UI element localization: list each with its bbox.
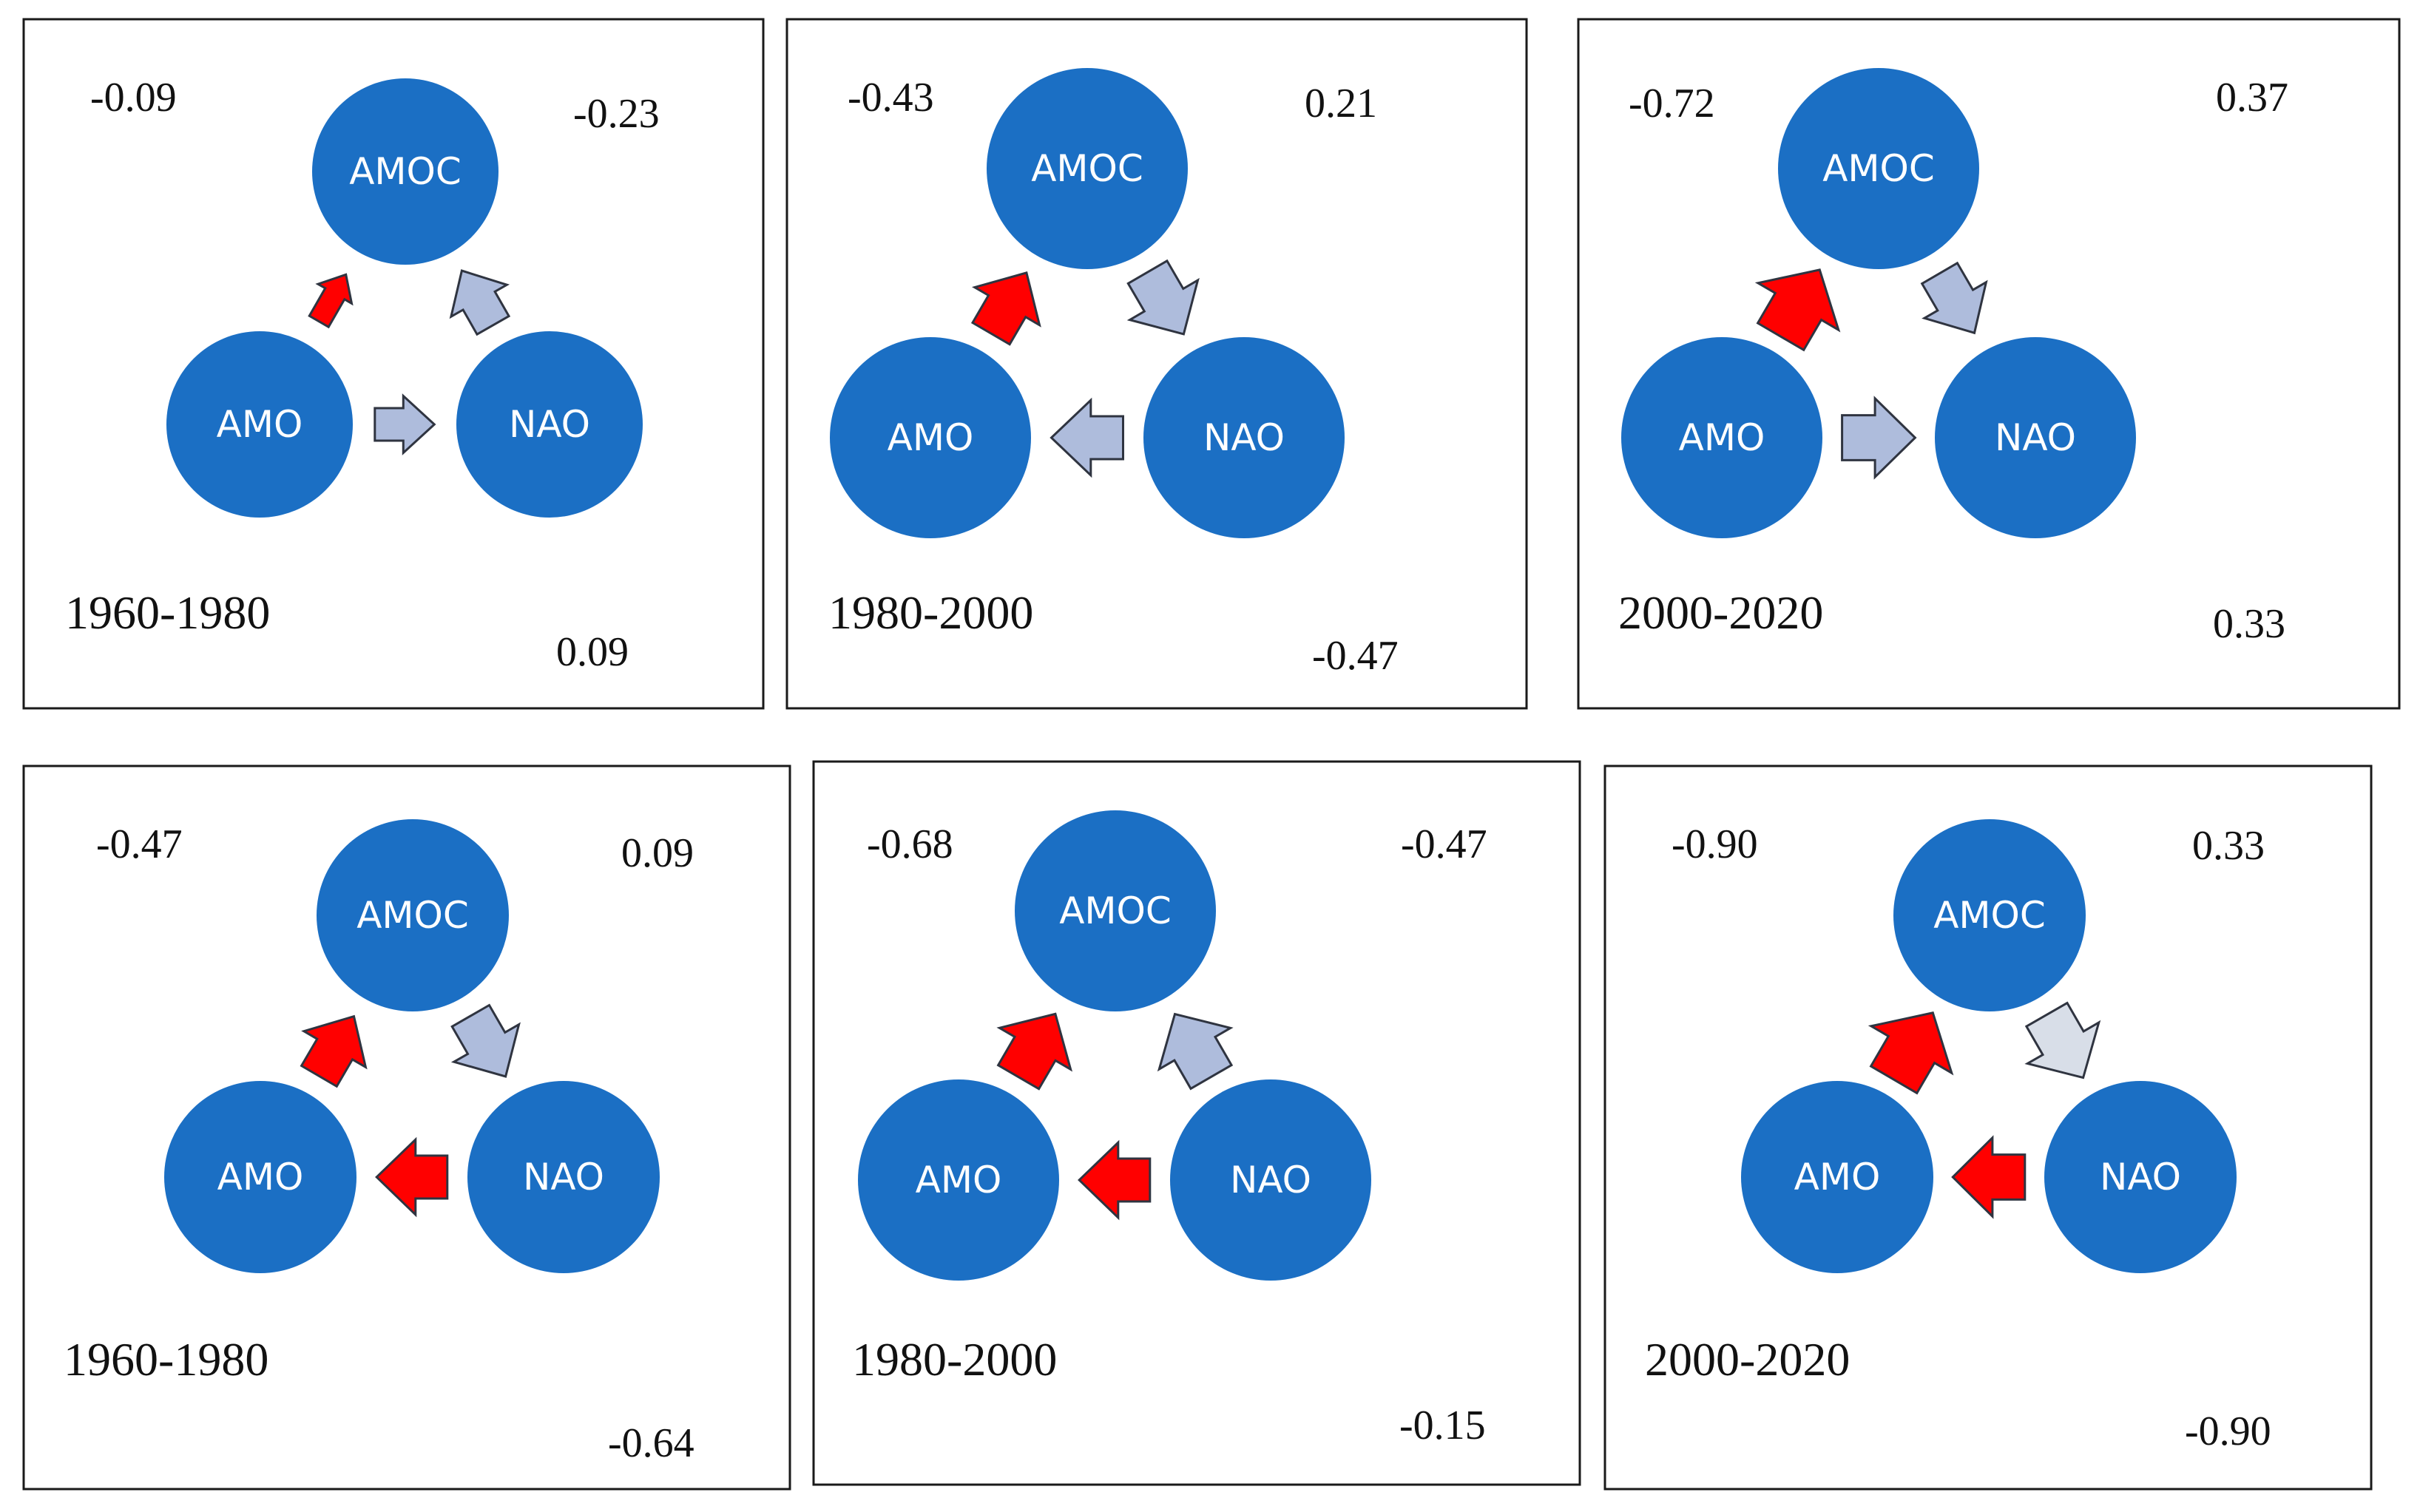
node-label-amoc: AMOC (1059, 889, 1172, 932)
arrow-amoc-to-nao (2024, 1001, 2101, 1079)
node-nao (1143, 337, 1345, 538)
node-nao (1935, 337, 2136, 538)
period-label: 1960-1980 (65, 586, 270, 639)
node-label-amo: AMO (217, 1156, 304, 1199)
arrow-amo-to-amoc (996, 1012, 1073, 1091)
node-label-amo: AMO (888, 416, 974, 459)
node-amoc (317, 819, 509, 1011)
node-label-amoc: AMOC (1031, 147, 1143, 190)
value-bottom-right: -0.64 (608, 1420, 694, 1466)
node-label-amoc: AMOC (349, 150, 462, 193)
node-label-amo: AMO (916, 1159, 1002, 1201)
value-top-right: -0.23 (573, 91, 660, 137)
arrow-nao-to-amo (1951, 1135, 2027, 1219)
arrow-amo-to-amoc (300, 1014, 368, 1088)
value-top-right: 0.21 (1305, 81, 1377, 126)
arrow-amo-to-nao (374, 393, 436, 455)
node-nao (456, 331, 643, 518)
arrow-amo-to-amoc (1754, 268, 1841, 352)
period-label: 2000-2020 (1618, 586, 1823, 639)
value-top-left: -0.72 (1629, 81, 1715, 126)
node-amo (1741, 1081, 1933, 1273)
panel-1: AMOC AMO NAO -0.09 -0.23 0.09 1960-1980 (22, 18, 765, 710)
node-label-amoc: AMOC (1822, 147, 1935, 190)
node-label-nao: NAO (523, 1156, 604, 1199)
node-nao (1170, 1079, 1371, 1281)
node-label-nao: NAO (509, 403, 590, 446)
arrow-amo-to-amoc (970, 271, 1041, 346)
node-amoc (312, 78, 498, 265)
arrow-amo-to-nao (1841, 396, 1917, 480)
node-label-amoc: AMOC (356, 894, 469, 937)
value-bottom-right: 0.33 (2213, 601, 2285, 647)
value-bottom-right: 0.09 (556, 629, 629, 675)
value-top-left: -0.43 (848, 75, 934, 121)
value-top-left: -0.47 (96, 821, 183, 867)
arrow-amo-to-amoc (1868, 1011, 1954, 1095)
node-label-nao: NAO (2100, 1156, 2181, 1199)
value-top-left: -0.09 (90, 75, 177, 121)
node-amo (858, 1079, 1059, 1281)
node-amo (164, 1081, 356, 1273)
node-label-amo: AMO (217, 403, 303, 446)
value-bottom-right: -0.15 (1399, 1403, 1486, 1448)
arrow-amoc-to-nao (1126, 259, 1200, 336)
node-amo (830, 337, 1031, 538)
arrow-nao-to-amoc (1157, 1012, 1234, 1091)
value-top-right: 0.37 (2216, 75, 2288, 121)
period-label: 1980-2000 (828, 586, 1033, 639)
node-nao (467, 1081, 660, 1273)
panel-2: AMOC AMO NAO -0.43 0.21 -0.47 1980-2000 (785, 18, 1528, 710)
node-label-amo: AMO (1679, 416, 1765, 459)
value-top-right: -0.47 (1401, 821, 1487, 867)
arrow-nao-to-amo (1050, 397, 1124, 478)
node-label-amo: AMO (1794, 1156, 1881, 1199)
panel-6: AMOC AMO NAO -0.90 0.33 -0.90 2000-2020 (1603, 765, 2373, 1491)
arrow-amoc-to-nao (450, 1003, 521, 1078)
arrow-nao-to-amo (375, 1136, 449, 1218)
node-amoc (1893, 819, 2086, 1011)
node-label-nao: NAO (1230, 1159, 1311, 1201)
node-label-nao: NAO (1995, 416, 2076, 459)
value-top-left: -0.68 (867, 821, 953, 867)
node-amoc (1778, 68, 1979, 269)
panel-5: AMOC AMO NAO -0.68 -0.47 -0.15 1980-2000 (812, 760, 1581, 1486)
node-amo (166, 331, 353, 518)
value-top-left: -0.90 (1672, 821, 1758, 867)
panel-4: AMOC AMO NAO -0.47 0.09 -0.64 1960-1980 (22, 765, 791, 1491)
period-label: 1960-1980 (64, 1333, 268, 1386)
value-top-right: 0.09 (621, 830, 694, 876)
value-top-right: 0.33 (2192, 823, 2265, 869)
value-bottom-right: -0.90 (2185, 1408, 2271, 1454)
panel-3: AMOC AMO NAO -0.72 0.37 0.33 2000-2020 (1577, 18, 2401, 710)
period-label: 1980-2000 (852, 1333, 1057, 1386)
period-label: 2000-2020 (1645, 1333, 1850, 1386)
node-amoc (987, 68, 1188, 269)
node-amo (1621, 337, 1822, 538)
node-amoc (1015, 810, 1216, 1011)
node-label-nao: NAO (1203, 416, 1285, 459)
value-bottom-right: -0.47 (1312, 633, 1399, 679)
arrow-amoc-to-nao (1920, 261, 1988, 335)
arrow-amo-to-amoc (308, 273, 354, 329)
node-nao (2044, 1081, 2237, 1273)
arrow-nao-to-amoc (449, 269, 511, 336)
arrow-nao-to-amo (1078, 1139, 1152, 1221)
node-label-amoc: AMOC (1933, 894, 2046, 937)
